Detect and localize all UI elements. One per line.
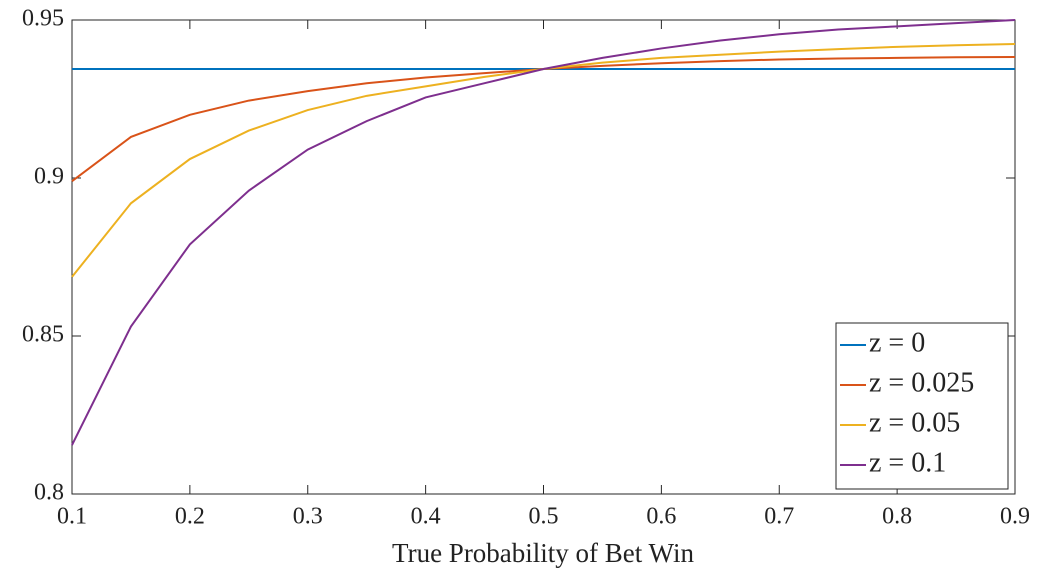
x-tick-label: 0.1 <box>57 504 87 530</box>
legend-label: z = 0.1 <box>869 447 946 478</box>
series-line <box>71 19 1016 446</box>
x-tick-label: 0.6 <box>646 504 676 530</box>
legend-label: z = 0.025 <box>869 367 974 398</box>
x-tick-label: 0.4 <box>411 504 441 530</box>
legend-label: z = 0.05 <box>869 407 960 438</box>
y-tick-label: 0.8 <box>34 480 64 506</box>
x-tick-label: 0.2 <box>175 504 205 530</box>
legend-label: z = 0 <box>869 327 925 358</box>
x-tick-label: 0.7 <box>764 504 794 530</box>
x-tick-label: 0.5 <box>529 504 559 530</box>
y-tick-label: 0.85 <box>22 322 64 348</box>
x-tick-label: 0.8 <box>882 504 912 530</box>
x-tick-label: 0.3 <box>293 504 323 530</box>
x-tick-label: 0.9 <box>1000 504 1030 530</box>
y-tick-label: 0.95 <box>22 6 64 32</box>
legend-box <box>835 322 1009 490</box>
x-axis-label: True Probability of Bet Win <box>392 538 694 568</box>
y-tick-label: 0.9 <box>34 164 64 190</box>
